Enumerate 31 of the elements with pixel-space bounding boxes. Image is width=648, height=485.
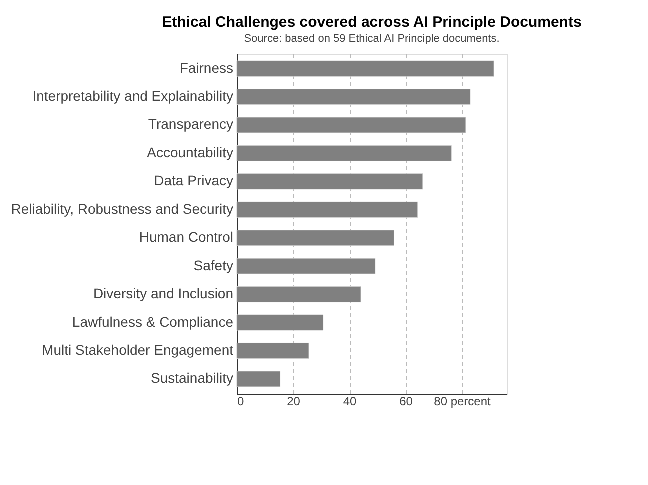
bar (236, 174, 424, 190)
y-tick-label: Human Control (139, 229, 234, 246)
chart-title: Ethical Challenges covered across AI Principle Documents (162, 14, 582, 31)
y-tick-label: Reliability, Robustness and Security (11, 200, 234, 217)
y-tick-label: Transparency (148, 116, 234, 132)
y-tick-label: Accountability (147, 144, 234, 160)
bar (236, 89, 471, 106)
y-tick-label: Sustainability (151, 370, 234, 386)
bar (236, 202, 418, 218)
y-tick-label: Lawfulness & Compliance (72, 314, 234, 330)
y-tick-label: Multi Stakeholder Engagement (42, 342, 234, 358)
y-tick-label: Interpretability and Explainability (32, 88, 234, 104)
bar (236, 230, 394, 246)
bar (236, 342, 310, 359)
bar (236, 371, 281, 388)
bar (236, 145, 452, 162)
y-tick-label: Safety (194, 257, 234, 274)
x-tick-label: 0 (238, 394, 244, 408)
y-tick-label: Diversity and Inclusion (93, 286, 234, 302)
bar (236, 314, 324, 331)
bar (236, 60, 494, 77)
x-tick-label: 80 percent (434, 394, 492, 408)
x-tick-label: 20 (287, 394, 301, 408)
bar (236, 286, 362, 303)
chart-subtitle: Source: based on 59 Ethical AI Principle documents. (244, 33, 500, 45)
x-tick-label: 40 (343, 394, 357, 408)
x-tick-label: 60 (400, 394, 414, 408)
y-tick-label: Fairness (180, 60, 234, 76)
bar (236, 258, 376, 274)
bar (236, 117, 466, 134)
y-tick-label: Data Privacy (154, 172, 234, 189)
